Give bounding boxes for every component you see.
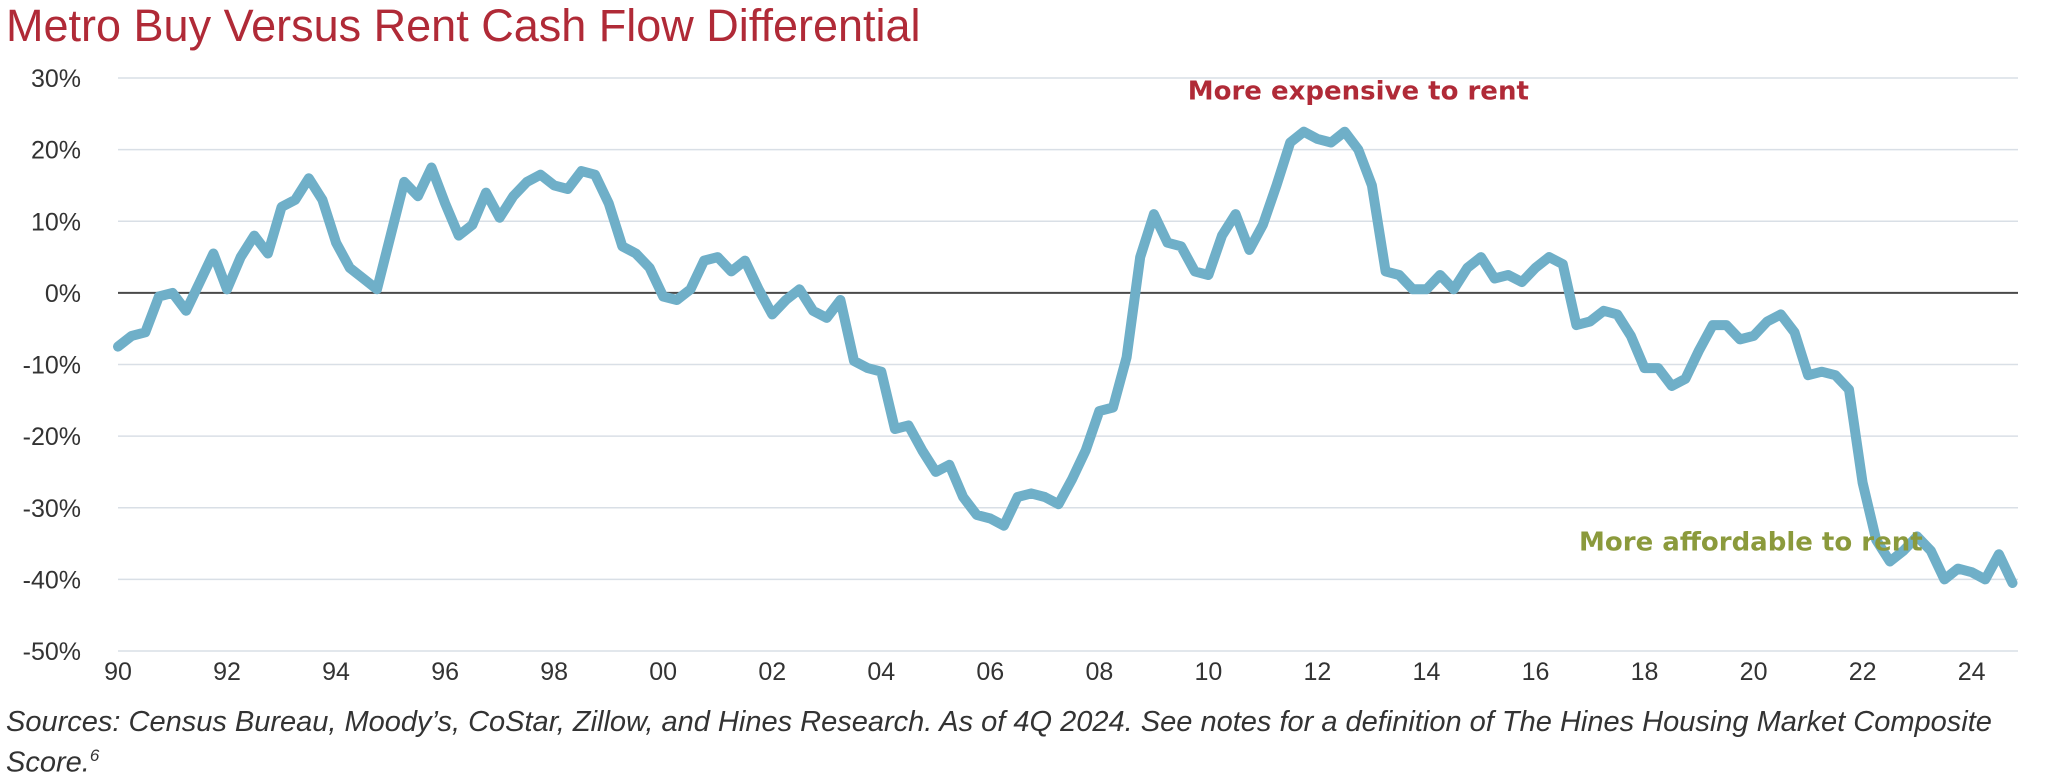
x-tick-label: 18 xyxy=(1631,658,1659,686)
y-tick-label: 30% xyxy=(31,65,81,93)
annotation-more-affordable: More affordable to rent xyxy=(1579,528,1923,558)
x-tick-label: 04 xyxy=(867,658,895,686)
x-tick-label: 94 xyxy=(322,658,350,686)
x-axis-ticks: 90 92 94 96 98 00 02 04 06 08 10 12 14 16 18 20 22 24 xyxy=(104,658,1986,686)
annotation-more-expensive: More expensive to rent xyxy=(1188,76,1529,106)
x-tick-label: 14 xyxy=(1413,658,1441,686)
x-tick-label: 24 xyxy=(1958,658,1986,686)
x-tick-label: 00 xyxy=(649,658,677,686)
source-note: Sources: Census Bureau, Moody’s, CoStar,… xyxy=(6,706,2046,780)
x-tick-label: 16 xyxy=(1522,658,1550,686)
y-tick-label: -50% xyxy=(23,638,81,666)
x-tick-label: 92 xyxy=(213,658,241,686)
x-tick-label: 02 xyxy=(758,658,786,686)
x-tick-label: 06 xyxy=(976,658,1004,686)
gridlines xyxy=(118,77,2018,652)
y-tick-label: 10% xyxy=(31,208,81,236)
source-text: Sources: Census Bureau, Moody’s, CoStar,… xyxy=(6,706,1992,779)
x-tick-label: 98 xyxy=(540,658,568,686)
x-tick-label: 10 xyxy=(1194,658,1222,686)
line-chart: 30% 20% 10% 0% -10% -20% -30% -40% -50% 90 92 94 96… xyxy=(23,65,2018,686)
y-tick-label: -20% xyxy=(23,423,81,451)
chart-title: Metro Buy Versus Rent Cash Flow Differen… xyxy=(6,0,921,51)
y-tick-label: 0% xyxy=(45,280,81,308)
series-line xyxy=(113,126,2018,588)
source-footnote-marker: 6 xyxy=(89,746,100,765)
x-tick-label: 12 xyxy=(1304,658,1332,686)
y-tick-label: -10% xyxy=(23,352,81,380)
y-tick-label: -30% xyxy=(23,495,81,523)
y-tick-label: -40% xyxy=(23,566,81,594)
y-tick-label: 20% xyxy=(31,137,81,165)
annotations: More expensive to rent More affordable to… xyxy=(1188,76,1923,557)
x-tick-label: 90 xyxy=(104,658,132,686)
x-tick-label: 22 xyxy=(1849,658,1877,686)
x-tick-label: 96 xyxy=(431,658,459,686)
x-tick-label: 08 xyxy=(1085,658,1113,686)
y-axis-ticks: 30% 20% 10% 0% -10% -20% -30% -40% -50% xyxy=(23,65,81,666)
x-tick-label: 20 xyxy=(1740,658,1768,686)
